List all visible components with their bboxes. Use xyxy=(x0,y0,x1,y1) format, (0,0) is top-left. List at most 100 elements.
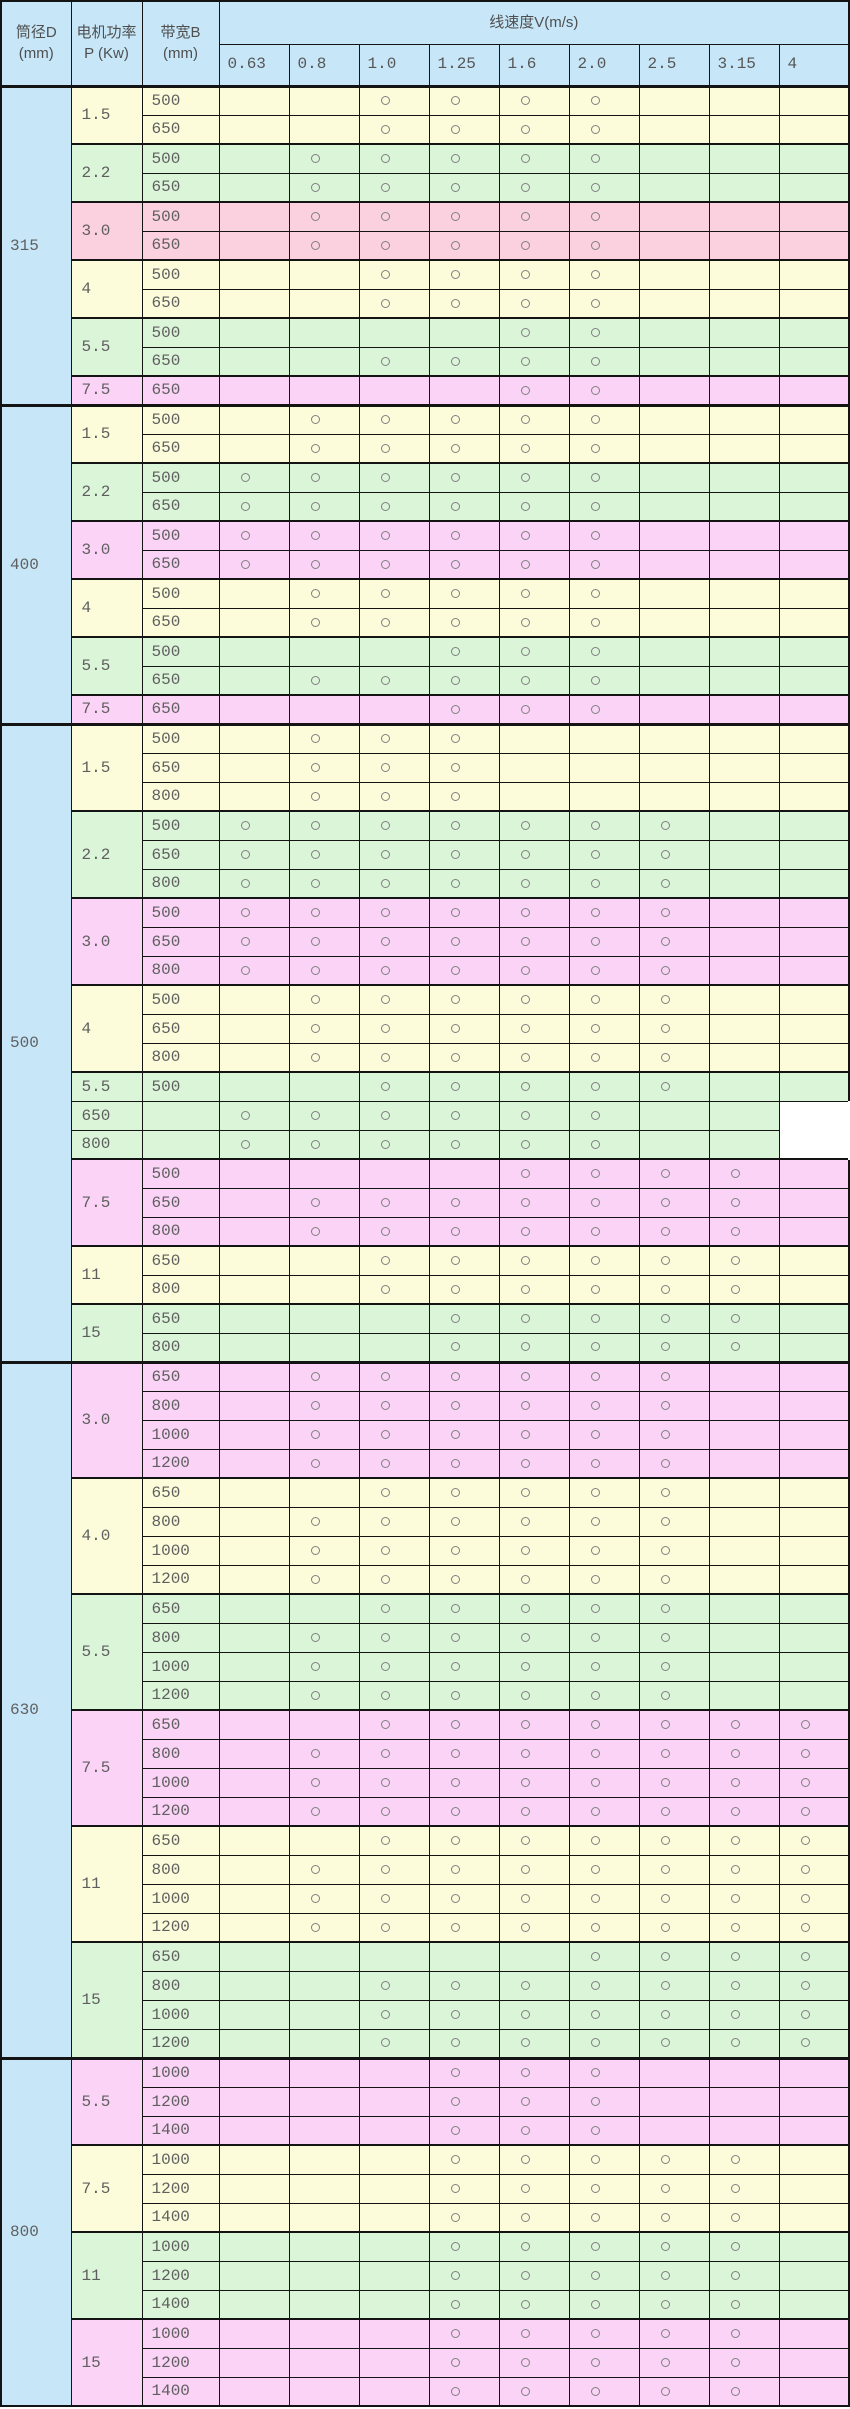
circle-mark-icon xyxy=(660,1458,670,1468)
speed-cell xyxy=(568,1129,640,1160)
circle-mark-icon xyxy=(590,2038,600,2048)
belt-width-cell: 650 xyxy=(141,433,220,464)
circle-mark-icon xyxy=(450,2096,460,2106)
speed-cell xyxy=(288,1622,360,1653)
circle-mark-icon xyxy=(520,2125,530,2135)
speed-cell xyxy=(218,1593,290,1624)
speed-cell xyxy=(428,2028,500,2059)
circle-mark-icon xyxy=(660,2009,670,2019)
speed-cell xyxy=(778,230,850,261)
speed-cell xyxy=(638,1622,710,1653)
speed-cell xyxy=(498,2376,570,2407)
speed-cell xyxy=(428,1477,500,1508)
circle-mark-icon xyxy=(520,821,530,831)
belt-width-cell: 800 xyxy=(141,1970,220,2001)
circle-mark-icon xyxy=(380,1284,390,1294)
speed-cell xyxy=(638,1360,710,1392)
circle-mark-icon xyxy=(590,1836,600,1846)
speed-cell xyxy=(568,1622,640,1653)
circle-mark-icon xyxy=(450,473,460,483)
speed-cell xyxy=(428,1042,500,1073)
circle-mark-icon xyxy=(380,675,390,685)
circle-mark-icon xyxy=(590,1139,600,1149)
speed-cell xyxy=(568,1042,640,1073)
speed-cell xyxy=(778,462,850,493)
speed-cell xyxy=(708,375,780,406)
speed-cell xyxy=(428,1332,500,1363)
circle-mark-icon xyxy=(520,501,530,511)
speed-cell xyxy=(498,578,570,609)
circle-mark-icon xyxy=(240,936,250,946)
circle-mark-icon xyxy=(520,1545,530,1555)
speed-cell xyxy=(708,520,780,551)
speed-cell xyxy=(708,897,780,928)
table-row: 1000 xyxy=(1,1767,850,1798)
speed-cell xyxy=(778,1767,850,1798)
circle-mark-icon xyxy=(660,1314,670,1324)
circle-mark-icon xyxy=(450,2155,460,2165)
table-row: 7.5 1000 xyxy=(1,2144,850,2233)
speed-cell xyxy=(568,433,640,464)
circle-mark-icon xyxy=(450,1864,460,1874)
speed-cell xyxy=(428,1912,500,1943)
speed-cell xyxy=(358,1506,430,1537)
speed-cell xyxy=(708,1680,780,1711)
circle-mark-icon xyxy=(520,2299,530,2309)
table-row: 7.5 650 xyxy=(1,375,850,406)
speed-cell xyxy=(218,1071,290,1102)
belt-width-cell: 500 xyxy=(141,201,220,232)
circle-mark-icon xyxy=(310,791,320,801)
circle-mark-icon xyxy=(520,443,530,453)
belt-width-cell: 800 xyxy=(141,1390,220,1421)
circle-mark-icon xyxy=(590,589,600,599)
speed-cell xyxy=(708,1738,780,1769)
speed-cell xyxy=(288,462,360,493)
speed-cell xyxy=(638,491,710,522)
circle-mark-icon xyxy=(590,182,600,192)
speed-cell xyxy=(358,1013,430,1044)
speed-cell xyxy=(358,1767,430,1798)
circle-mark-icon xyxy=(450,1720,460,1730)
speed-cell xyxy=(778,520,850,551)
speed-cell xyxy=(638,810,710,841)
speed-cell xyxy=(428,1680,500,1711)
circle-mark-icon xyxy=(800,1720,810,1730)
speed-cell xyxy=(498,1651,570,1682)
circle-mark-icon xyxy=(380,936,390,946)
speed-cell xyxy=(638,722,710,754)
table-row: 800 xyxy=(1,1390,850,1421)
speed-cell xyxy=(778,1448,850,1479)
belt-width-cell: 800 xyxy=(141,1506,220,1537)
circle-mark-icon xyxy=(310,675,320,685)
speed-cell xyxy=(288,2056,360,2088)
circle-mark-icon xyxy=(730,1806,740,1816)
speed-cell xyxy=(428,2231,500,2262)
header-speed-col: 1.25 xyxy=(428,43,500,87)
circle-mark-icon xyxy=(520,1052,530,1062)
speed-cell xyxy=(778,403,850,435)
circle-mark-icon xyxy=(450,415,460,425)
speed-cell xyxy=(498,1390,570,1421)
circle-mark-icon xyxy=(310,559,320,569)
circle-mark-icon xyxy=(310,1690,320,1700)
speed-cell xyxy=(358,1796,430,1827)
speed-cell xyxy=(358,2144,430,2175)
circle-mark-icon xyxy=(450,1516,460,1526)
speed-cell xyxy=(428,2202,500,2233)
speed-cell xyxy=(498,1738,570,1769)
speed-cell xyxy=(638,1796,710,1827)
speed-cell xyxy=(358,172,430,203)
speed-cell xyxy=(358,810,430,841)
circle-mark-icon xyxy=(450,1836,460,1846)
speed-cell xyxy=(638,375,710,406)
belt-width-cell: 650 xyxy=(141,1013,220,1044)
circle-mark-icon xyxy=(590,212,600,222)
speed-cell xyxy=(638,143,710,174)
circle-mark-icon xyxy=(660,2242,670,2252)
circle-mark-icon xyxy=(310,617,320,627)
circle-mark-icon xyxy=(450,1488,460,1498)
table-row: 650 xyxy=(1,752,850,783)
speed-cell xyxy=(358,375,430,406)
circle-mark-icon xyxy=(450,501,460,511)
circle-mark-icon xyxy=(800,2038,810,2048)
